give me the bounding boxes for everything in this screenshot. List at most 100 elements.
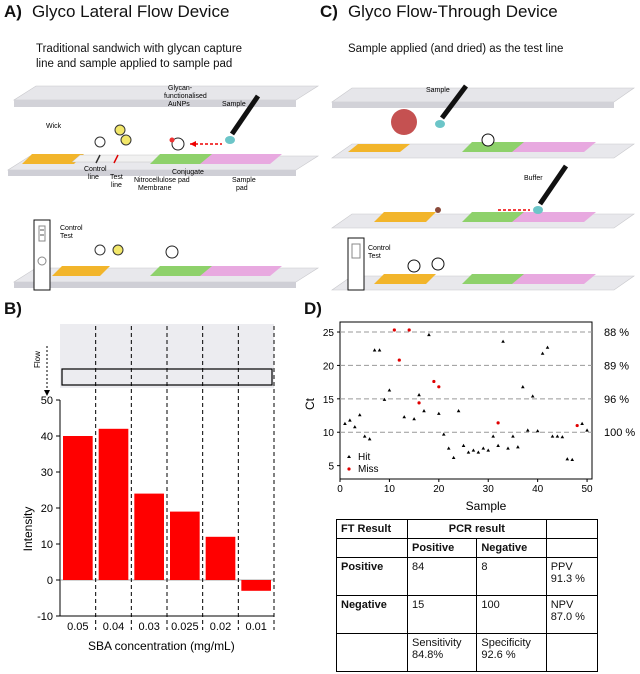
label-nitro-2: Membrane <box>138 185 172 192</box>
c-pipette-2 <box>537 164 569 206</box>
d-x-tick-label: 50 <box>581 484 593 495</box>
upper-cassette-front <box>14 100 296 107</box>
table-row: FT Result PCR result <box>336 519 599 539</box>
d-point-hit <box>441 432 446 436</box>
aunp-cluster <box>171 137 185 151</box>
c-label-control: Control <box>368 245 391 252</box>
c-result-aunp-1 <box>407 259 421 273</box>
table-h-negative: Negative <box>476 538 547 558</box>
test-line <box>113 154 119 164</box>
c-buffer-drop <box>533 206 543 214</box>
c-aunp <box>481 133 495 147</box>
d-point-hit <box>570 457 575 462</box>
d-point-hit <box>501 339 505 343</box>
specificity-value: 92.6 % <box>481 649 516 661</box>
table-empty-2 <box>545 538 599 558</box>
d-point-hit <box>525 428 530 432</box>
chart-b: Flow SBA concentration (mg/mL) Intensity… <box>21 324 275 653</box>
d-point-hit <box>422 409 426 413</box>
label-glycan-3: AuNPs <box>168 101 190 108</box>
c-label-test: Test <box>368 253 381 260</box>
b-y-tick-label: 20 <box>41 503 53 515</box>
pcr-table: FT Result PCR result Positive Negative P… <box>336 519 599 672</box>
label-glycan-1: Glycan- <box>168 85 193 92</box>
d-point-hit <box>353 425 357 429</box>
b-y-tick-label: 50 <box>41 395 53 407</box>
table-sensitivity: Sensitivity 84.8% <box>406 633 478 672</box>
c-strip3-conjugate <box>462 274 528 284</box>
panel-a-title-text: Glyco Lateral Flow Device <box>31 2 230 21</box>
d-point-hit <box>387 388 392 392</box>
c-strip2-sample <box>512 212 596 222</box>
panel-a-subtitle: Traditional sandwich with glycan capture… <box>36 42 242 72</box>
d-point-hit <box>580 421 584 425</box>
d-point-miss <box>575 423 579 428</box>
label-control-line-1: Control <box>84 166 107 173</box>
d-point-hit <box>367 437 372 441</box>
b-bar <box>63 436 93 580</box>
label-glycan-2: functionalised <box>164 93 207 100</box>
table-empty-3 <box>336 633 408 672</box>
d-point-hit <box>555 434 560 438</box>
d-point-hit <box>412 417 416 421</box>
d-point-miss <box>417 401 421 405</box>
lower-base-front <box>8 170 296 176</box>
b-y-tick-label: 30 <box>41 467 53 479</box>
d-point-hit <box>535 429 540 433</box>
d-point-hit <box>348 418 352 422</box>
result-control-particle <box>94 244 106 256</box>
d-point-hit <box>521 385 525 389</box>
b-bar <box>98 428 129 580</box>
b-bar <box>205 536 236 580</box>
chart-d: Sample Ct 88 % 89 % 96 % 100 % 5 10 15 20 25 0 10 2… <box>303 321 635 513</box>
label-test-result: Test <box>60 233 73 240</box>
d-legend-miss-marker <box>347 467 351 471</box>
b-x-tick-label: 0.03 <box>138 621 159 633</box>
d-threshold-label: 89 % <box>604 360 629 372</box>
c-result-aunp-2 <box>431 257 445 271</box>
result-test-particle <box>112 244 124 256</box>
d-y-tick-label: 20 <box>323 361 335 372</box>
ppv-value: 91.3 % <box>550 573 585 585</box>
panel-a-diagram: Wick Glycan- functionalised AuNPs Sample… <box>6 85 320 291</box>
c-strip1-conjugate <box>462 142 528 152</box>
label-test-line-2: line <box>111 182 122 189</box>
d-point-hit <box>506 446 510 450</box>
panel-a-subtitle-line2: line and sample applied to sample pad <box>36 58 233 70</box>
b-y-tick-label: 0 <box>47 575 53 587</box>
panel-c-title: C) Glyco Flow-Through Device <box>320 2 558 22</box>
label-sample-pad-1: Sample <box>232 177 256 184</box>
result-wick-pad <box>52 266 110 276</box>
c-strip3-wick <box>374 274 436 284</box>
table-r2-neg: 100 <box>476 595 547 634</box>
table-h-empty <box>545 519 599 539</box>
d-point-miss <box>437 385 441 389</box>
b-bar <box>170 511 200 580</box>
d-point-hit <box>516 445 520 449</box>
table-r1-label: Positive <box>336 557 408 596</box>
panel-a-subtitle-line1: Traditional sandwich with glycan capture <box>36 43 243 55</box>
d-y-tick-label: 15 <box>323 395 335 406</box>
panel-c-subtitle: Sample applied (and dried) as the test l… <box>348 43 564 55</box>
d-x-tick-label: 40 <box>532 484 544 495</box>
sample-drop <box>225 136 235 144</box>
panel-b-letter: B) <box>4 299 22 318</box>
panel-d-letter: D) <box>304 299 322 318</box>
table-r1-neg: 8 <box>476 557 547 596</box>
d-plot-frame <box>339 321 593 480</box>
c-sample-drop <box>435 120 445 128</box>
pipette <box>229 94 261 136</box>
aunp-core <box>169 137 175 143</box>
c-dried-sample <box>435 207 441 213</box>
c-label-buffer: Buffer <box>524 175 543 182</box>
c-strip3-sample <box>512 274 596 284</box>
d-point-hit <box>446 446 451 450</box>
d-y-tick-label: 25 <box>323 328 335 339</box>
d-point-hit <box>540 351 545 355</box>
table-r1-pos: 84 <box>406 557 478 596</box>
d-point-hit <box>565 457 570 461</box>
d-x-tick-label: 0 <box>337 484 343 495</box>
d-point-hit <box>530 394 535 398</box>
b-xlabel: SBA concentration (mg/mL) <box>88 639 235 653</box>
d-point-hit <box>476 450 481 454</box>
